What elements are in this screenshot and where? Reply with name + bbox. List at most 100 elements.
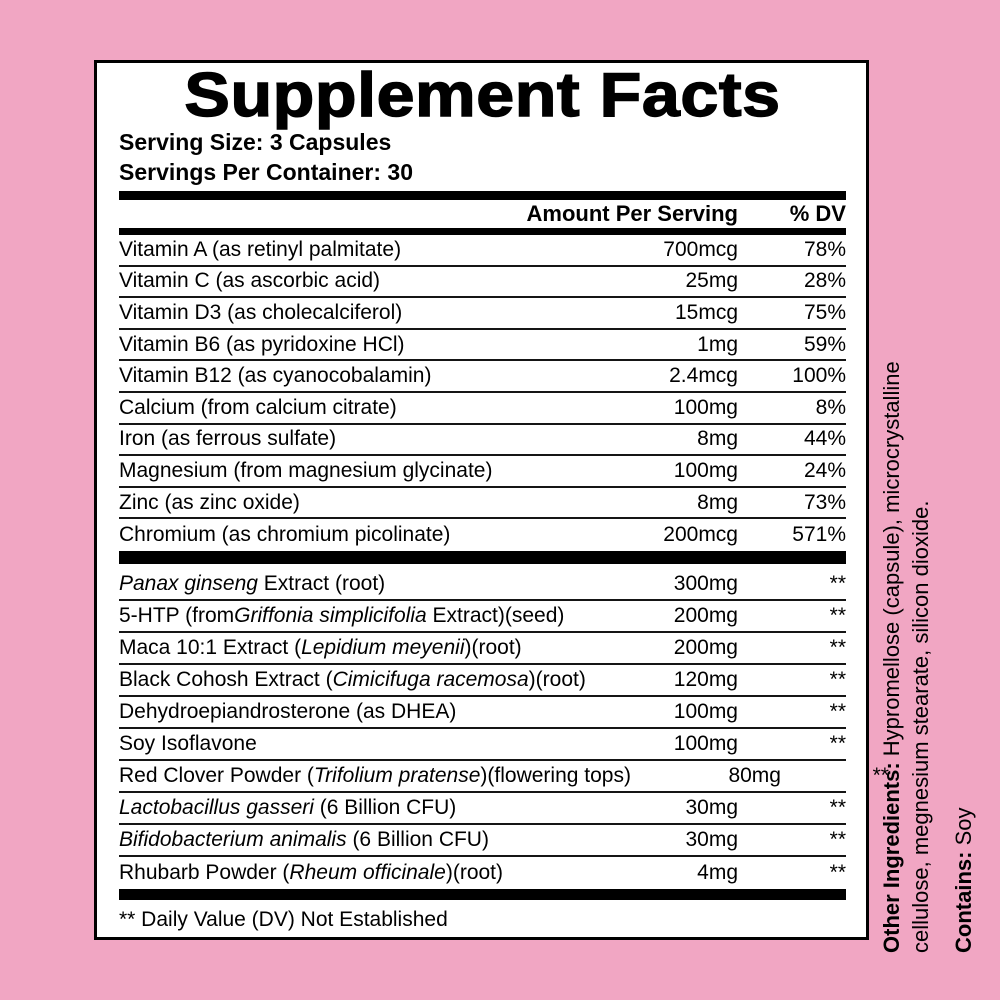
ingredient-dv: 59% (803, 332, 846, 356)
nutrient-row: Vitamin B12 (as cyanocobalamin) 2.4mcg 100… (119, 361, 846, 393)
ingredient-name: Red Clover Powder (Trifolium pratense)(f… (119, 763, 631, 787)
nutrient-table: Vitamin A (as retinyl palmitate) 700mcg 78… (119, 235, 846, 551)
other-ingredients-line1: Hypromellose (capsule), microcrystalline (879, 361, 904, 763)
ingredient-dv: 24% (803, 458, 846, 482)
header-underline-bar (119, 228, 846, 235)
ingredient-dv: 44% (803, 427, 846, 451)
ingredient-amount: 1mg (697, 332, 738, 356)
ingredient-amount: 100mg (673, 395, 738, 419)
ingredient-amount: 2.4mcg (669, 364, 738, 388)
ingredient-amount: 4mg (697, 860, 738, 884)
ingredient-dv: 73% (803, 490, 846, 514)
ingredient-amount: 100mg (673, 731, 738, 755)
ingredient-name: Rhubarb Powder (Rheum officinale)(root) (119, 860, 504, 884)
ingredient-name: Calcium (from calcium citrate) (119, 395, 397, 419)
thick-divider-middle (119, 550, 846, 564)
ingredient-amount: 100mg (673, 458, 738, 482)
contains-label: Contains: (951, 851, 976, 953)
ingredient-name: Lactobacillus gasseri (6 Billion CFU) (119, 795, 457, 819)
ingredient-amount: 8mg (697, 427, 738, 451)
ingredient-dv: ** (829, 635, 846, 659)
ingredient-amount: 30mg (685, 795, 738, 819)
ingredient-amount: 120mg (673, 667, 738, 691)
table-header-row: Amount Per Serving % DV (119, 200, 846, 228)
nutrient-row: Zinc (as zinc oxide) 8mg 73% (119, 488, 846, 520)
other-ingredients-vertical-text: Other Ingredients: Hypromellose (capsule… (877, 361, 935, 953)
nutrient-row: Vitamin A (as retinyl palmitate) 700mcg 78… (119, 235, 846, 267)
ingredient-name: Iron (as ferrous sulfate) (119, 427, 337, 451)
ingredient-dv: 8% (815, 395, 846, 419)
percent-dv-header: % DV (789, 201, 846, 226)
ingredient-dv: ** (829, 699, 846, 723)
ingredient-name: Panax ginseng Extract (root) (119, 571, 386, 595)
botanical-row: Panax ginseng Extract (root) 300mg ** (119, 569, 846, 601)
ingredient-dv: 78% (803, 237, 846, 261)
ingredient-dv: ** (829, 860, 846, 884)
ingredient-dv: 75% (803, 300, 846, 324)
botanical-row: 5-HTP (fromGriffonia simplicifolia Extra… (119, 601, 846, 633)
ingredient-amount: 200mcg (663, 523, 738, 547)
ingredient-amount: 80mg (728, 763, 781, 787)
ingredient-name: Vitamin A (as retinyl palmitate) (119, 237, 402, 261)
botanical-row: Soy Isoflavone 100mg ** (119, 729, 846, 761)
other-ingredients-line2: cellulose, megnesium stearate, silicon d… (908, 500, 933, 953)
contains-vertical-text: Contains: Soy (949, 808, 978, 953)
ingredient-dv: ** (829, 603, 846, 627)
ingredient-dv: ** (829, 731, 846, 755)
botanical-row: Lactobacillus gasseri (6 Billion CFU) 30m… (119, 793, 846, 825)
ingredient-dv: 100% (792, 364, 846, 388)
ingredient-amount: 100mg (673, 699, 738, 723)
nutrient-row: Vitamin D3 (as cholecalciferol) 15mcg 75% (119, 298, 846, 330)
ingredient-dv: 28% (803, 269, 846, 293)
ingredient-amount: 200mg (673, 603, 738, 627)
ingredient-name: 5-HTP (fromGriffonia simplicifolia Extra… (119, 603, 565, 627)
ingredient-amount: 200mg (673, 635, 738, 659)
ingredient-dv: ** (829, 667, 846, 691)
ingredient-amount: 15mcg (674, 300, 738, 324)
nutrient-row: Chromium (as chromium picolinate) 200mcg 5… (119, 519, 846, 551)
ingredient-dv: ** (829, 795, 846, 819)
ingredient-name: Dehydroepiandrosterone (as DHEA) (119, 699, 457, 723)
thick-divider-top (119, 191, 846, 200)
ingredient-name: Vitamin C (as ascorbic acid) (119, 269, 381, 293)
supplement-facts-panel: Supplement Facts Serving Size: 3 Capsule… (94, 60, 889, 940)
ingredient-name: Zinc (as zinc oxide) (119, 490, 300, 514)
ingredient-name: Black Cohosh Extract (Cimicifuga racemos… (119, 667, 586, 691)
servings-per-container: Servings Per Container: 30 (119, 159, 413, 185)
ingredient-amount: 700mcg (663, 237, 738, 261)
ingredient-name: Soy Isoflavone (119, 731, 257, 755)
ingredient-name: Maca 10:1 Extract (Lepidium meyenii)(roo… (119, 635, 522, 659)
ingredient-amount: 300mg (673, 571, 738, 595)
nutrient-row: Vitamin B6 (as pyridoxine HCl) 1mg 59% (119, 330, 846, 362)
ingredient-amount: 8mg (697, 490, 738, 514)
botanical-row: Black Cohosh Extract (Cimicifuga racemos… (119, 665, 846, 697)
serving-size: Serving Size: 3 Capsules (119, 129, 392, 155)
nutrient-row: Vitamin C (as ascorbic acid) 25mg 28% (119, 267, 846, 299)
botanical-row: Maca 10:1 Extract (Lepidium meyenii)(roo… (119, 633, 846, 665)
nutrient-row: Calcium (from calcium citrate) 100mg 8% (119, 393, 846, 425)
ingredient-dv: 571% (792, 523, 846, 547)
ingredient-name: Chromium (as chromium picolinate) (119, 523, 451, 547)
ingredient-dv: ** (872, 763, 889, 787)
ingredient-name: Vitamin B12 (as cyanocobalamin) (119, 364, 432, 388)
botanical-table: Panax ginseng Extract (root) 300mg ** 5-HTP… (119, 569, 889, 889)
ingredient-name: Bifidobacterium animalis (6 Billion CFU) (119, 827, 489, 851)
botanical-row: Rhubarb Powder (Rheum officinale)(root) 4… (119, 857, 846, 889)
nutrient-row: Magnesium (from magnesium glycinate) 100m… (119, 456, 846, 488)
ingredient-amount: 30mg (685, 827, 738, 851)
supplement-facts-title: Supplement Facts (184, 61, 781, 130)
ingredient-dv: ** (829, 827, 846, 851)
ingredient-name: Vitamin D3 (as cholecalciferol) (119, 300, 403, 324)
botanical-row: Dehydroepiandrosterone (as DHEA) 100mg ** (119, 697, 846, 729)
contains-value: Soy (951, 807, 976, 852)
ingredient-name: Vitamin B6 (as pyridoxine HCl) (119, 332, 405, 356)
ingredient-amount: 25mg (685, 269, 738, 293)
thick-divider-bottom (119, 888, 846, 900)
ingredient-dv: ** (829, 571, 846, 595)
nutrient-row: Iron (as ferrous sulfate) 8mg 44% (119, 425, 846, 457)
ingredient-name: Magnesium (from magnesium glycinate) (119, 458, 493, 482)
amount-per-serving-header: Amount Per Serving (526, 201, 738, 226)
other-ingredients-label: Other Ingredients: (879, 762, 904, 953)
botanical-row: Red Clover Powder (Trifolium pratense)(f… (119, 761, 889, 793)
botanical-row: Bifidobacterium animalis (6 Billion CFU)… (119, 825, 846, 857)
